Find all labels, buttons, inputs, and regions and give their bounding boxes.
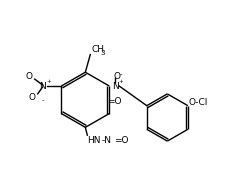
Text: CH: CH — [91, 44, 104, 53]
Text: -N: -N — [101, 136, 111, 145]
Text: N: N — [39, 81, 45, 90]
Text: O: O — [29, 93, 36, 102]
Text: O: O — [113, 72, 120, 81]
Text: N: N — [112, 81, 119, 90]
Text: =O: =O — [107, 97, 121, 106]
Text: =O: =O — [113, 136, 128, 145]
Text: -: - — [41, 97, 44, 103]
Text: 3: 3 — [100, 50, 105, 56]
Text: +: + — [46, 79, 51, 84]
Text: O-Cl: O-Cl — [188, 98, 207, 107]
Text: -: - — [119, 71, 121, 77]
Text: HN: HN — [87, 136, 100, 145]
Text: O: O — [26, 72, 33, 81]
Text: +: + — [118, 79, 122, 84]
